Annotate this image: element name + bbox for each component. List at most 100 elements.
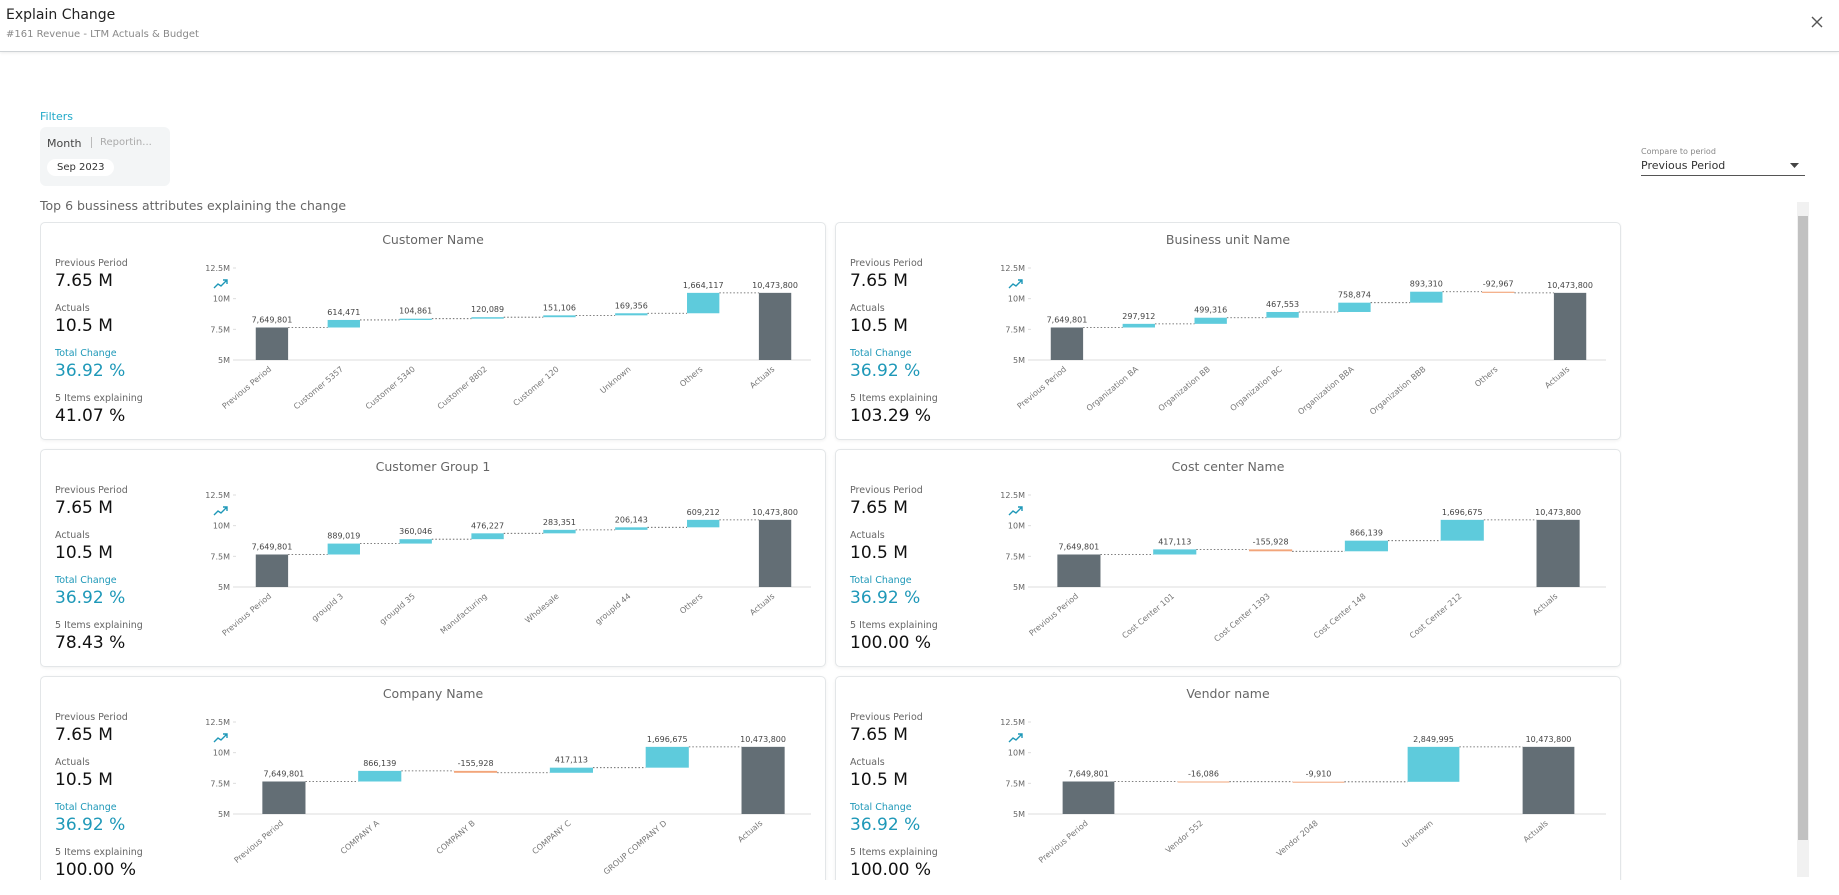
stat-value: 10.5 M: [850, 543, 938, 575]
y-tick-label: 10M: [213, 522, 230, 531]
bar: [1522, 746, 1575, 814]
stat-value-text: 7.65 M: [850, 498, 908, 518]
stat-value: 10.5 M: [850, 770, 938, 802]
x-tick-label: groupId 35: [378, 592, 417, 627]
y-tick-label: 5M: [218, 810, 230, 819]
y-tick-label: 7.5M: [1005, 325, 1025, 334]
bar: [1536, 519, 1580, 587]
stat-value: 103.29 %: [850, 406, 938, 438]
value-label: 7,649,801: [1059, 542, 1100, 551]
x-tick-label: Customer 5357: [292, 365, 345, 412]
filter-field[interactable]: Month: [47, 137, 82, 150]
waterfall-chart: 5M 7.5M 10M 12.5M 7,649,801 Previous Period 41…: [1000, 491, 1606, 644]
bar: [1062, 781, 1115, 814]
value-label: 499,316: [1194, 306, 1227, 315]
stat-label: Previous Period: [55, 258, 128, 269]
stat-value: 7.65 M: [55, 725, 143, 757]
value-label: 10,473,800: [740, 735, 786, 744]
value-label: -92,967: [1483, 280, 1514, 289]
value-label: 10,473,800: [752, 281, 798, 290]
bar: [471, 317, 504, 319]
panel: Customer Name Previous Period 7.65 M Actual…: [40, 222, 826, 440]
x-tick-label: Manufacturing: [439, 592, 489, 636]
y-tick-label: 5M: [218, 356, 230, 365]
x-tick-label: Organization BB: [1157, 365, 1212, 413]
bar: [758, 519, 792, 587]
trend-path: [213, 506, 228, 516]
bar: [262, 781, 306, 814]
filters-label[interactable]: Filters: [40, 110, 73, 123]
stat-label: Total Change: [55, 348, 117, 359]
y-tick-label: 12.5M: [1000, 718, 1025, 727]
stats: Previous Period 7.65 M Actuals 10.5 M Total …: [850, 712, 1023, 880]
stat-value: 41.07 %: [55, 406, 143, 438]
panel: Company Name Previous Period 7.65 M Actuals…: [40, 676, 826, 880]
value-label: 2,849,995: [1413, 735, 1454, 744]
compare-dropdown[interactable]: Previous Period: [1641, 159, 1805, 176]
close-button[interactable]: [1810, 15, 1824, 29]
stat-label: Actuals: [850, 303, 885, 314]
bar: [1266, 311, 1299, 318]
panel: Customer Group 1 Previous Period 7.65 M Act…: [40, 449, 826, 667]
stat-label: Actuals: [55, 530, 90, 541]
stat-value: 10.5 M: [55, 543, 143, 575]
panel-title: Business unit Name: [1165, 232, 1291, 247]
filter-hint[interactable]: Reportin...: [91, 137, 152, 148]
stat-value: 36.92 %: [55, 733, 228, 847]
value-label: 893,310: [1410, 280, 1443, 289]
y-tick-label: 10M: [213, 749, 230, 758]
value-label: 7,649,801: [252, 542, 293, 551]
panel: Vendor name Previous Period 7.65 M Actuals 1…: [835, 676, 1621, 880]
stat-label: Total Change: [850, 802, 912, 813]
waterfall-chart: 5M 7.5M 10M 12.5M 7,649,801 Previous Period -1…: [1000, 718, 1606, 865]
y-tick-label: 12.5M: [1000, 264, 1025, 273]
stat-label: Actuals: [55, 757, 90, 768]
y-tick-label: 10M: [1008, 522, 1025, 531]
x-tick-label: Unknown: [1401, 819, 1435, 850]
x-tick-label: Previous Period: [1015, 365, 1068, 411]
bar: [399, 318, 432, 320]
stat-label: Actuals: [850, 757, 885, 768]
trend-path: [213, 279, 228, 289]
waterfall-chart: 5M 7.5M 10M 12.5M 7,649,801 Previous Period 29…: [1000, 264, 1606, 417]
stat-value: 7.65 M: [55, 271, 143, 303]
stat-value: 100.00 %: [850, 633, 938, 665]
panel-title: Cost center Name: [1171, 459, 1285, 474]
x-tick-label: Organization BBA: [1296, 364, 1356, 416]
dropdown-caret[interactable]: [1790, 163, 1800, 169]
x-tick-label: Others: [1473, 365, 1499, 389]
stat-value-text: 7.65 M: [55, 271, 113, 291]
stat-label: 5 Items explaining: [850, 620, 938, 631]
stat-value: 7.65 M: [850, 725, 938, 757]
scroll-thumb[interactable]: [1798, 216, 1808, 840]
panel-title: Customer Name: [382, 232, 484, 247]
trend-path: [1008, 506, 1023, 516]
x-tick-label: Vendor 552: [1164, 819, 1205, 855]
bar: [1177, 781, 1230, 783]
stat-value-text: 7.65 M: [850, 725, 908, 745]
value-label: 10,473,800: [752, 508, 798, 517]
y-tick-label: 5M: [1013, 810, 1025, 819]
x-tick-label: Previous Period: [220, 592, 273, 638]
value-label: 7,649,801: [264, 769, 305, 778]
stat-label: 5 Items explaining: [55, 393, 143, 404]
panel-title: Customer Group 1: [375, 459, 491, 474]
value-label: 169,356: [615, 301, 648, 310]
trend-path: [1008, 279, 1023, 289]
stat-value: 36.92 %: [850, 506, 1023, 620]
x-tick-label: Cost Center 212: [1408, 592, 1464, 641]
scrollbar[interactable]: [1797, 202, 1809, 877]
stat-value-text: 36.92 %: [55, 588, 126, 608]
x-tick-label: Customer 120: [512, 365, 561, 408]
x-tick-label: Actuals: [1531, 592, 1559, 618]
bar: [645, 746, 689, 768]
stat-value: 36.92 %: [850, 733, 1023, 847]
trend-icon: [213, 279, 228, 289]
y-tick-label: 5M: [1013, 583, 1025, 592]
bar: [687, 519, 720, 528]
stat-value-text: 36.92 %: [850, 588, 921, 608]
stat-label: 5 Items explaining: [55, 620, 143, 631]
value-label: -16,086: [1188, 769, 1219, 778]
filter-chip[interactable]: Sep 2023: [47, 159, 115, 176]
filter-box: Month Reportin... Sep 2023: [40, 127, 170, 186]
